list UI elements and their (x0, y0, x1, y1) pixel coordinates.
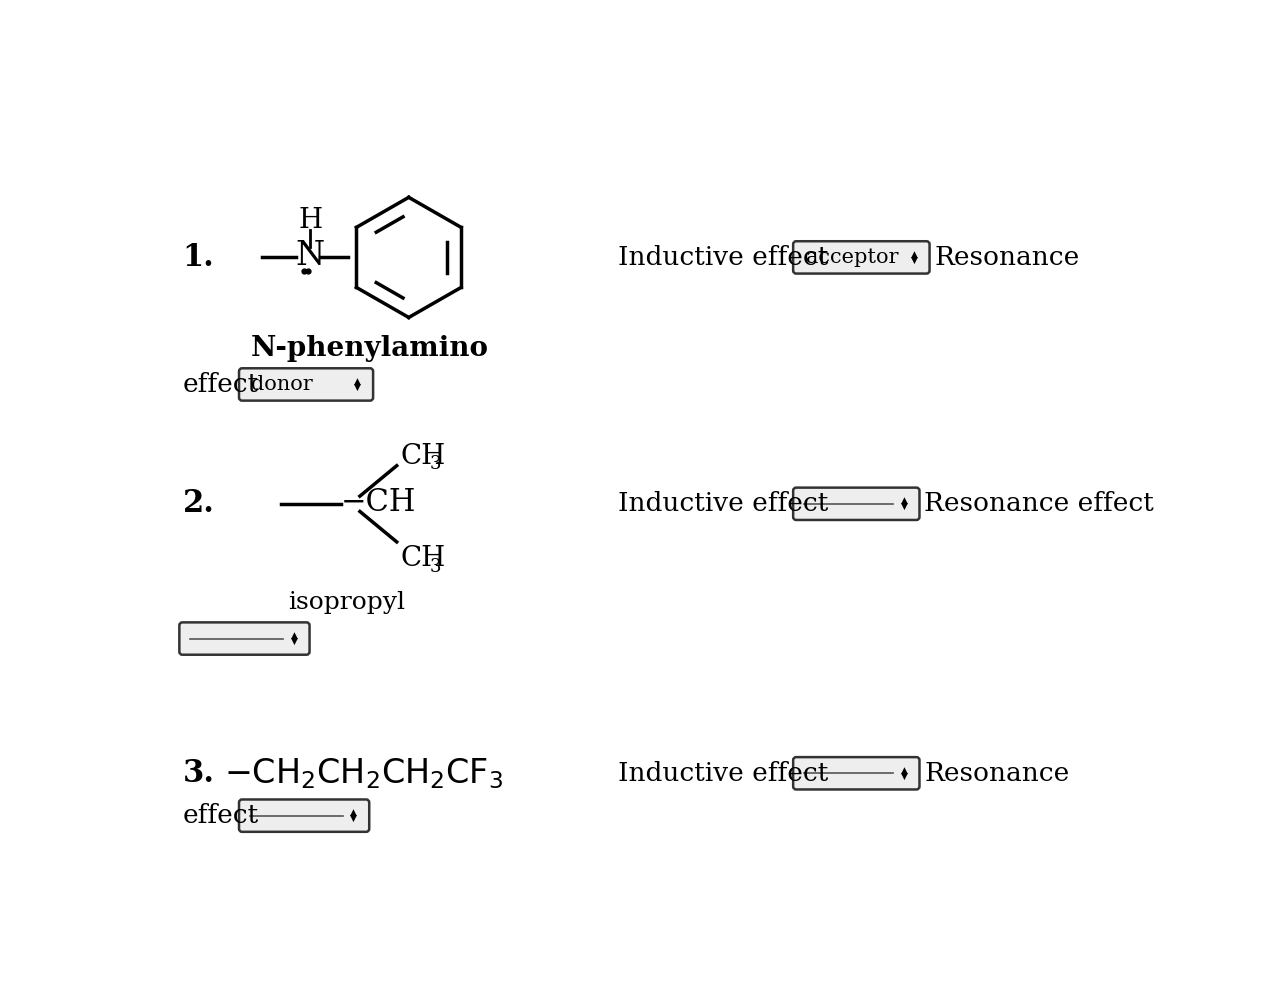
Text: acceptor: acceptor (805, 248, 898, 267)
Text: 3.: 3. (183, 757, 215, 789)
FancyBboxPatch shape (239, 368, 373, 401)
Text: 3: 3 (430, 455, 441, 473)
Text: CH: CH (401, 545, 446, 572)
FancyBboxPatch shape (793, 757, 919, 789)
Text: ▲: ▲ (900, 496, 908, 505)
Text: 1.: 1. (183, 242, 215, 273)
Text: Inductive effect: Inductive effect (619, 760, 828, 786)
Text: isopropyl: isopropyl (288, 591, 405, 614)
Text: Inductive effect: Inductive effect (619, 245, 828, 270)
FancyBboxPatch shape (793, 242, 930, 273)
FancyBboxPatch shape (239, 800, 369, 832)
Text: donor: donor (252, 375, 314, 394)
Text: Inductive effect: Inductive effect (619, 491, 828, 517)
Text: Resonance: Resonance (934, 245, 1079, 270)
Text: ▲: ▲ (350, 808, 358, 817)
Text: ▲: ▲ (291, 631, 297, 640)
Text: N-phenylamino: N-phenylamino (251, 335, 489, 361)
Text: ▲: ▲ (910, 249, 917, 258)
Text: Resonance: Resonance (925, 760, 1070, 786)
Text: CH: CH (401, 443, 446, 470)
Text: 2.: 2. (183, 488, 215, 520)
Text: effect: effect (183, 372, 258, 397)
Text: ▼: ▼ (354, 383, 361, 392)
Text: ▼: ▼ (291, 638, 297, 646)
Text: H: H (298, 207, 323, 234)
Text: ▼: ▼ (900, 772, 908, 781)
FancyBboxPatch shape (793, 488, 919, 520)
Text: ▼: ▼ (350, 814, 358, 824)
Text: Resonance effect: Resonance effect (925, 491, 1154, 517)
Text: ▼: ▼ (910, 256, 917, 265)
Text: $\mathsf{-CH_2CH_2CH_2CF_3}$: $\mathsf{-CH_2CH_2CH_2CF_3}$ (224, 756, 504, 791)
Text: ▼: ▼ (900, 502, 908, 512)
Text: effect: effect (183, 803, 258, 829)
Text: −CH: −CH (341, 487, 415, 518)
Text: N: N (296, 240, 325, 272)
Text: ▲: ▲ (900, 765, 908, 775)
Text: ▲: ▲ (354, 377, 361, 386)
FancyBboxPatch shape (179, 623, 310, 654)
Text: 3: 3 (430, 557, 441, 575)
